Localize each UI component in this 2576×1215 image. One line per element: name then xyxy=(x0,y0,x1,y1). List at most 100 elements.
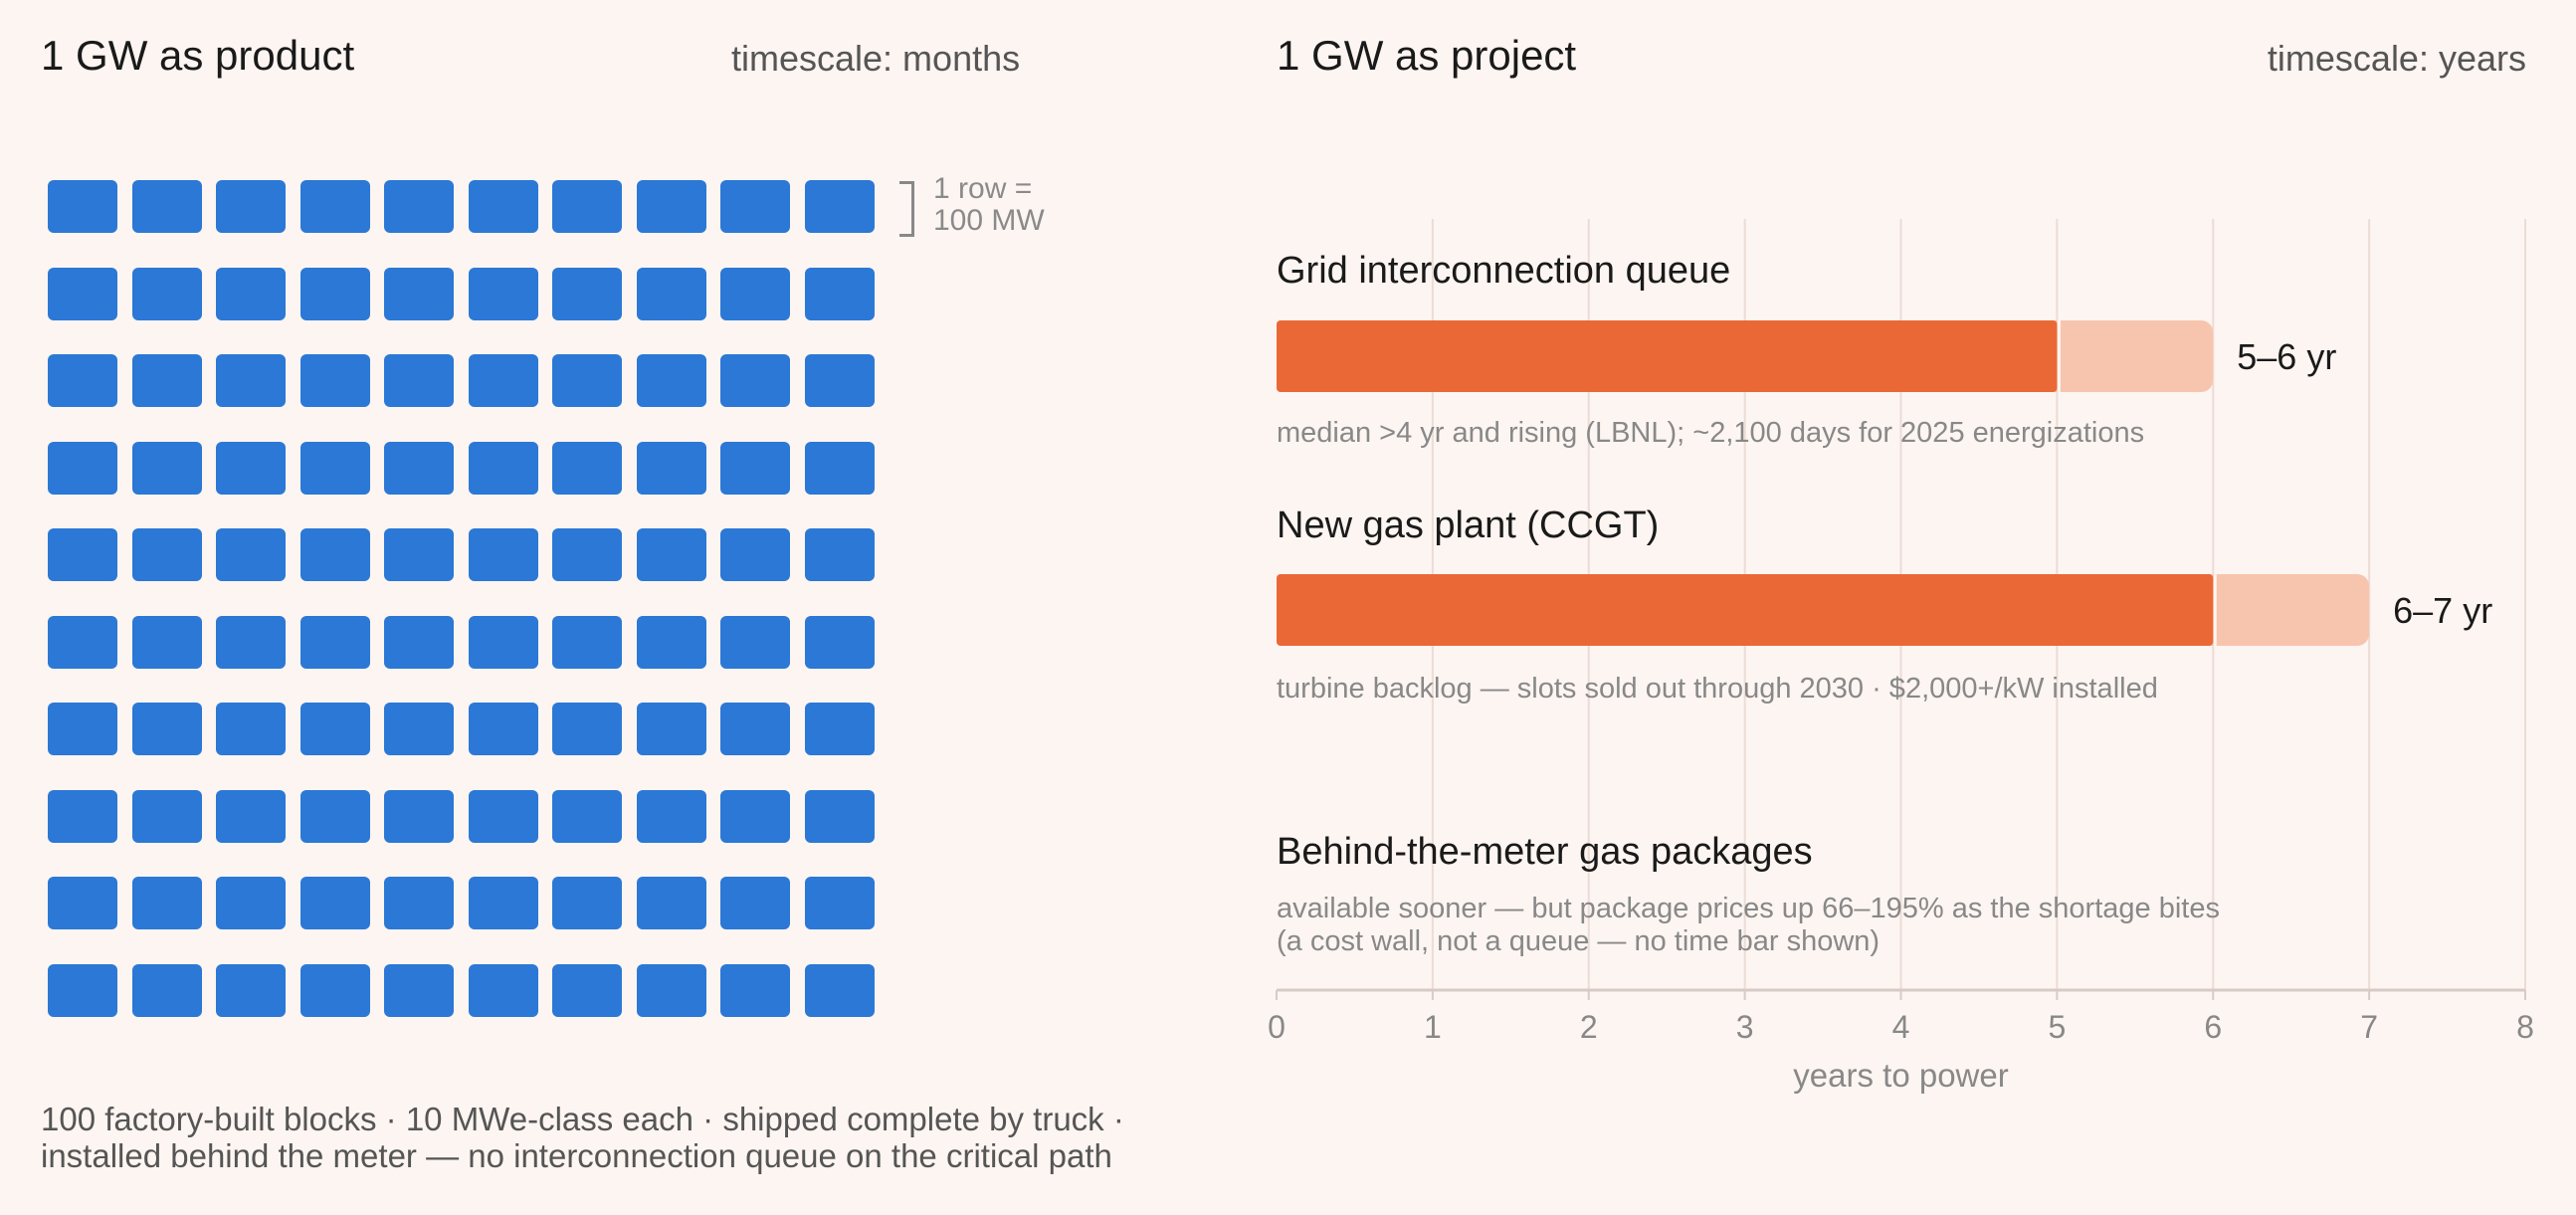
x-tick-label: 3 xyxy=(1736,1009,1754,1045)
power-block xyxy=(299,963,370,1017)
power-block xyxy=(720,789,790,843)
power-block xyxy=(804,615,875,669)
power-block xyxy=(216,354,286,407)
power-block xyxy=(48,963,117,1017)
power-block xyxy=(384,441,454,495)
power-block xyxy=(48,267,117,320)
power-block xyxy=(636,615,706,669)
row-label: New gas plant (CCGT) xyxy=(1277,505,1659,546)
range-label: 6–7 yr xyxy=(2393,590,2492,631)
power-block xyxy=(720,528,790,581)
power-block xyxy=(552,267,622,320)
power-block xyxy=(384,528,454,581)
range-bar xyxy=(2043,320,2214,392)
power-block xyxy=(384,963,454,1017)
power-block xyxy=(468,789,538,843)
power-block xyxy=(804,963,875,1017)
power-block xyxy=(636,789,706,843)
power-block xyxy=(299,180,370,233)
power-block xyxy=(48,703,117,755)
power-block xyxy=(299,354,370,407)
power-block xyxy=(131,354,202,407)
power-block xyxy=(216,877,286,929)
power-block xyxy=(720,615,790,669)
power-block xyxy=(48,441,117,495)
power-block xyxy=(131,877,202,929)
power-block xyxy=(552,877,622,929)
power-block xyxy=(299,615,370,669)
power-block xyxy=(636,267,706,320)
power-block xyxy=(552,615,622,669)
power-block xyxy=(216,441,286,495)
power-block xyxy=(552,963,622,1017)
range-label: 5–6 yr xyxy=(2237,336,2336,377)
row-legend-note: 1 row = 100 MW xyxy=(933,172,1045,237)
x-tick-label: 4 xyxy=(1892,1009,1910,1045)
power-block xyxy=(804,528,875,581)
power-block xyxy=(636,963,706,1017)
power-block xyxy=(804,354,875,407)
x-axis-title: years to power xyxy=(1793,1057,2008,1094)
right-timescale: timescale: years xyxy=(2267,38,2526,79)
power-block xyxy=(384,877,454,929)
power-block xyxy=(720,963,790,1017)
power-block xyxy=(468,877,538,929)
power-block xyxy=(468,354,538,407)
power-block xyxy=(299,441,370,495)
power-block xyxy=(468,615,538,669)
power-block xyxy=(720,703,790,755)
power-block xyxy=(131,615,202,669)
base-bar xyxy=(1277,574,2214,646)
power-block xyxy=(131,267,202,320)
power-block xyxy=(636,354,706,407)
power-block xyxy=(552,441,622,495)
power-block xyxy=(720,441,790,495)
range-bar xyxy=(2199,574,2370,646)
power-block xyxy=(636,441,706,495)
base-bar xyxy=(1277,320,2058,392)
power-block xyxy=(804,441,875,495)
power-block xyxy=(384,180,454,233)
power-block xyxy=(636,877,706,929)
power-block xyxy=(384,615,454,669)
power-block xyxy=(720,877,790,929)
row-note: median >4 yr and rising (LBNL); ~2,100 d… xyxy=(1277,417,2144,449)
row-label: Grid interconnection queue xyxy=(1277,250,1730,292)
power-block xyxy=(468,528,538,581)
power-block xyxy=(384,267,454,320)
power-block xyxy=(216,528,286,581)
power-block xyxy=(48,789,117,843)
power-block xyxy=(299,789,370,843)
power-block xyxy=(468,267,538,320)
x-tick-label: 6 xyxy=(2204,1009,2222,1045)
left-footnote-line-1: 100 factory-built blocks · 10 MWe-class … xyxy=(41,1101,1124,1137)
power-block xyxy=(299,528,370,581)
power-block xyxy=(804,877,875,929)
power-block xyxy=(468,441,538,495)
row-bracket xyxy=(899,181,914,237)
x-tick-label: 7 xyxy=(2360,1009,2378,1045)
power-block xyxy=(131,703,202,755)
row-note: available sooner — but package prices up… xyxy=(1277,893,2220,924)
power-block xyxy=(468,703,538,755)
power-block xyxy=(804,703,875,755)
left-footnote-line-2: installed behind the meter — no intercon… xyxy=(41,1137,1112,1174)
left-timescale: timescale: months xyxy=(731,38,1021,79)
power-block xyxy=(636,703,706,755)
power-block xyxy=(216,267,286,320)
power-block xyxy=(216,963,286,1017)
x-tick-label: 8 xyxy=(2516,1009,2534,1045)
power-block xyxy=(131,441,202,495)
power-block xyxy=(216,180,286,233)
power-block xyxy=(720,180,790,233)
power-block xyxy=(299,267,370,320)
power-block xyxy=(720,354,790,407)
x-tick-label: 0 xyxy=(1268,1009,1286,1045)
power-block xyxy=(552,180,622,233)
left-panel-title: 1 GW as product xyxy=(41,32,355,79)
power-block xyxy=(131,180,202,233)
power-block xyxy=(131,963,202,1017)
power-block xyxy=(216,789,286,843)
power-block xyxy=(48,528,117,581)
